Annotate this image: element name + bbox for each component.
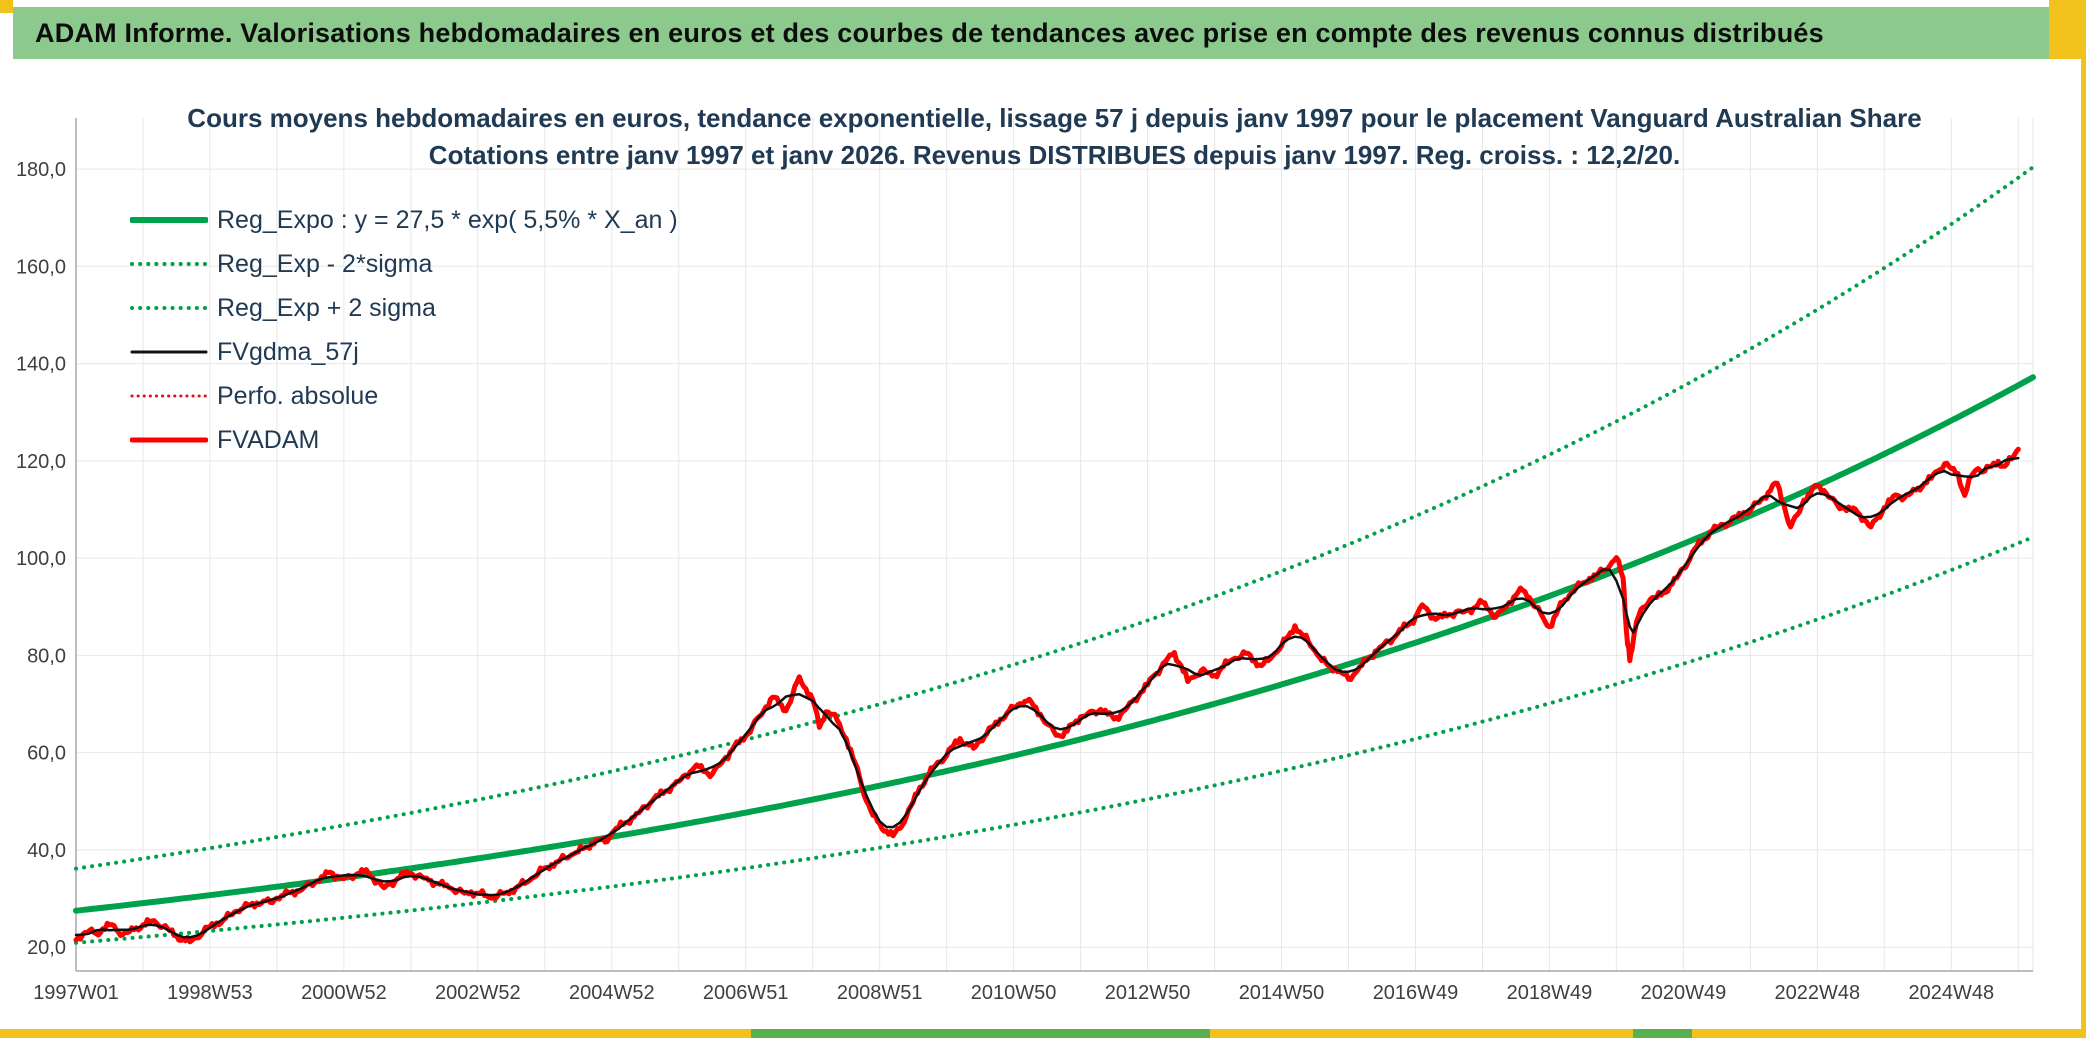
y-tick-label: 180,0	[16, 159, 66, 181]
x-tick-label: 2000W52	[301, 982, 387, 1004]
x-tick-label: 2012W50	[1105, 982, 1191, 1004]
y-tick-label: 100,0	[16, 548, 66, 570]
x-tick-label: 2024W48	[1908, 982, 1994, 1004]
legend-item-fvgdma_57j: FVgdma_57j	[130, 330, 678, 374]
x-tick-label: 2010W50	[971, 982, 1057, 1004]
bottom-strip-green-segment-2	[1633, 1029, 1692, 1038]
legend-item-reg_plus2sigma: Reg_Exp + 2 sigma	[130, 286, 678, 330]
y-tick-label: 80,0	[27, 645, 66, 667]
window-bottom-strip	[0, 1029, 2086, 1038]
legend-item-perfo_absolue: Perfo. absolue	[130, 374, 678, 418]
legend-label: Reg_Exp + 2 sigma	[217, 293, 436, 322]
legend-label: FVgdma_57j	[217, 337, 359, 366]
report-header-title: ADAM Informe. Valorisations hebdomadaire…	[35, 17, 1824, 48]
x-tick-label: 2020W49	[1641, 982, 1727, 1004]
legend-line-sample	[130, 306, 208, 310]
legend-line-sample	[130, 217, 208, 223]
chart-title-line2: Cotations entre janv 1997 et janv 2026. …	[428, 140, 1681, 170]
series-fvadam	[73, 446, 2021, 945]
legend-label: Reg_Exp - 2*sigma	[217, 249, 433, 278]
x-tick-label: 2008W51	[837, 982, 923, 1004]
x-tick-label: 2016W49	[1373, 982, 1459, 1004]
x-tick-label: 1998W53	[167, 982, 253, 1004]
x-tick-label: 2004W52	[569, 982, 655, 1004]
legend-line-sample	[130, 262, 208, 266]
y-tick-label: 140,0	[16, 354, 66, 376]
legend-item-fvadam: FVADAM	[130, 418, 678, 462]
corner-accent-top-right	[2049, 0, 2086, 59]
legend-label: Perfo. absolue	[217, 381, 379, 410]
legend-line-sample	[130, 350, 208, 354]
x-tick-label: 2018W49	[1507, 982, 1593, 1004]
legend-item-reg_minus2sigma: Reg_Exp - 2*sigma	[130, 242, 678, 286]
legend-label: FVADAM	[217, 425, 320, 454]
y-tick-label: 160,0	[16, 256, 66, 278]
corner-accent-top-left	[0, 0, 13, 13]
x-tick-label: 1997W01	[33, 982, 119, 1004]
y-tick-label: 40,0	[27, 840, 66, 862]
bottom-strip-green-segment-1	[750, 1029, 1210, 1038]
series-reg_minus2sigma	[74, 535, 2035, 945]
legend-line-sample	[130, 437, 208, 443]
chart-title: Cours moyens hebdomadaires en euros, ten…	[76, 100, 2033, 174]
y-tick-label: 120,0	[16, 451, 66, 473]
legend-label: Reg_Expo : y = 27,5 * exp( 5,5% * X_an )	[217, 205, 678, 234]
x-tick-label: 2006W51	[703, 982, 789, 1004]
x-tick-label: 2014W50	[1239, 982, 1325, 1004]
y-tick-label: 20,0	[27, 937, 66, 959]
report-header-band: ADAM Informe. Valorisations hebdomadaire…	[13, 7, 2049, 59]
window-edge-right	[2081, 59, 2086, 1038]
series-fvgdma_57j	[74, 456, 2020, 939]
chart-title-line1: Cours moyens hebdomadaires en euros, ten…	[187, 103, 1922, 133]
chart-legend: Reg_Expo : y = 27,5 * exp( 5,5% * X_an )…	[130, 198, 678, 462]
y-tick-label: 60,0	[27, 743, 66, 765]
series-reg_plus2sigma	[74, 165, 2035, 871]
x-tick-label: 2002W52	[435, 982, 521, 1004]
legend-item-reg_expo: Reg_Expo : y = 27,5 * exp( 5,5% * X_an )	[130, 198, 678, 242]
x-tick-label: 2022W48	[1774, 982, 1860, 1004]
legend-line-sample	[130, 394, 208, 398]
